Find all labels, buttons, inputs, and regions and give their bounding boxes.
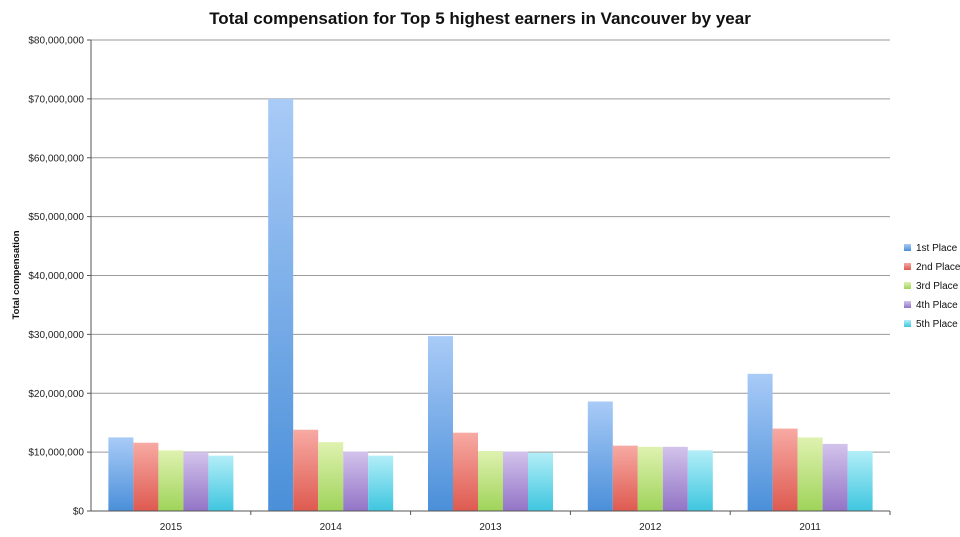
bar-2015-5th-place xyxy=(208,455,234,511)
x-tick-label: 2015 xyxy=(160,522,183,533)
bar-2013-5th-place xyxy=(528,452,553,511)
y-tick-label: $0 xyxy=(73,507,85,518)
bars xyxy=(108,98,873,511)
bar-2012-3rd-place xyxy=(637,446,663,511)
legend-label: 3rd Place xyxy=(916,281,959,292)
bar-2014-2nd-place xyxy=(293,429,319,511)
x-tick-label: 2014 xyxy=(320,522,343,533)
legend: 1st Place 2nd Place 3rd Place 4th Place 5th … xyxy=(904,243,960,330)
legend-label: 2nd Place xyxy=(916,262,960,273)
bar-2011-4th-place xyxy=(822,443,848,511)
legend-swatch xyxy=(904,301,911,308)
bar-2012-4th-place xyxy=(662,446,688,511)
legend-label: 5th Place xyxy=(916,319,958,330)
x-tick-label: 2012 xyxy=(639,522,662,533)
y-tick-label: $60,000,000 xyxy=(28,153,84,164)
gridlines xyxy=(91,39,890,512)
bar-2013-4th-place xyxy=(503,451,528,511)
y-tick-label: $50,000,000 xyxy=(28,212,84,223)
bar-2011-3rd-place xyxy=(797,437,823,511)
axes: $0 $10,000,000 $20,000,000 $30,000,000 $40,0… xyxy=(28,36,891,533)
bar-2014-4th-place xyxy=(343,451,369,511)
legend-swatch xyxy=(904,320,911,327)
bar-2011-5th-place xyxy=(847,450,873,511)
bar-2011-2nd-place xyxy=(772,428,798,511)
bar-2015-1st-place xyxy=(108,437,134,511)
bar-2015-2nd-place xyxy=(133,442,159,511)
y-tick-label: $10,000,000 xyxy=(28,448,84,459)
y-tick-label: $70,000,000 xyxy=(28,94,84,105)
legend-swatch xyxy=(904,244,911,251)
x-tick-label: 2013 xyxy=(479,522,502,533)
bar-2014-5th-place xyxy=(368,455,394,511)
y-axis-label: Total compensation xyxy=(11,230,22,319)
bar-2014-3rd-place xyxy=(318,442,344,511)
bar-2011-1st-place xyxy=(747,373,773,511)
bar-2012-5th-place xyxy=(687,450,713,511)
y-tick-label: $40,000,000 xyxy=(28,271,84,282)
bar-2015-3rd-place xyxy=(158,450,184,511)
bar-2013-2nd-place xyxy=(453,432,478,511)
chart-title: Total compensation for Top 5 highest ear… xyxy=(209,9,751,28)
bar-2012-2nd-place xyxy=(612,445,638,511)
legend-label: 4th Place xyxy=(916,300,958,311)
bar-2015-4th-place xyxy=(183,452,209,511)
bar-2014-1st-place xyxy=(268,98,294,511)
bar-2013-1st-place xyxy=(428,336,453,511)
y-tick-label: $30,000,000 xyxy=(28,330,84,341)
bar-2012-1st-place xyxy=(587,401,613,511)
legend-swatch xyxy=(904,282,911,289)
legend-swatch xyxy=(904,263,911,270)
y-tick-label: $20,000,000 xyxy=(28,389,84,400)
legend-label: 1st Place xyxy=(916,243,958,254)
y-tick-label: $80,000,000 xyxy=(28,36,84,47)
bar-2013-3rd-place xyxy=(478,450,503,511)
x-tick-label: 2011 xyxy=(799,522,821,533)
